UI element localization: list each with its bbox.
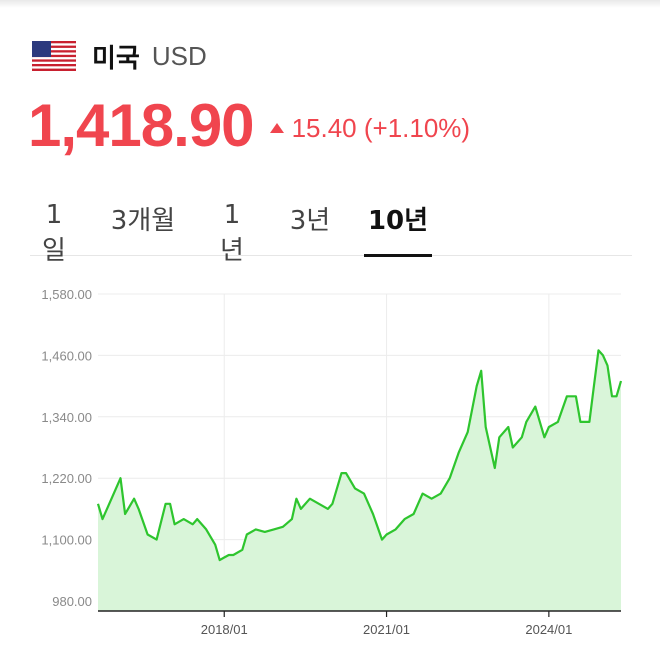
price-change: 15.40 (+1.10%) [269,112,471,144]
chart-x-ticks: 2018/01 2021/01 2024/01 [201,611,572,637]
tab-1year[interactable]: 1년 [220,200,244,266]
currency-header: 미국 USD [32,38,207,74]
tab-10years[interactable]: 10년 [364,194,432,257]
tab-3months[interactable]: 3개월 [110,206,176,236]
x-tick-label: 2021/01 [363,622,410,637]
change-value: 15.40 (+1.10%) [291,112,471,143]
us-flag-icon [32,41,76,71]
triangle-up-icon [269,123,284,133]
price-row: 1,418.90 15.40 (+1.10%) [28,91,471,159]
exchange-rate-chart: 980.00 1,100.00 1,220.00 1,340.00 1,460.00 1,… [41,287,623,637]
y-tick-label: 1,580.00 [41,287,92,302]
y-tick-label: 1,100.00 [41,533,92,548]
y-tick-label: 980.00 [52,594,92,609]
chart-series-line [96,349,623,562]
tab-1day[interactable]: 1일 [42,200,66,266]
exchange-rate: 1,418.90 [28,91,255,159]
chart-y-ticks: 980.00 1,100.00 1,220.00 1,340.00 1,460.00 1,… [41,287,92,609]
y-tick-label: 1,220.00 [41,471,92,486]
country-name: 미국 [92,43,140,74]
y-tick-label: 1,460.00 [41,348,92,363]
currency-code: USD [151,40,207,71]
period-tabs: 1일 3개월 1년 3년 10년 [30,194,632,266]
x-tick-label: 2018/01 [201,622,248,637]
top-shadow [0,0,660,8]
x-tick-label: 2024/01 [525,622,572,637]
tab-3years[interactable]: 3년 [289,206,331,236]
y-tick-label: 1,340.00 [41,410,92,425]
chart-area-fill [98,350,621,611]
